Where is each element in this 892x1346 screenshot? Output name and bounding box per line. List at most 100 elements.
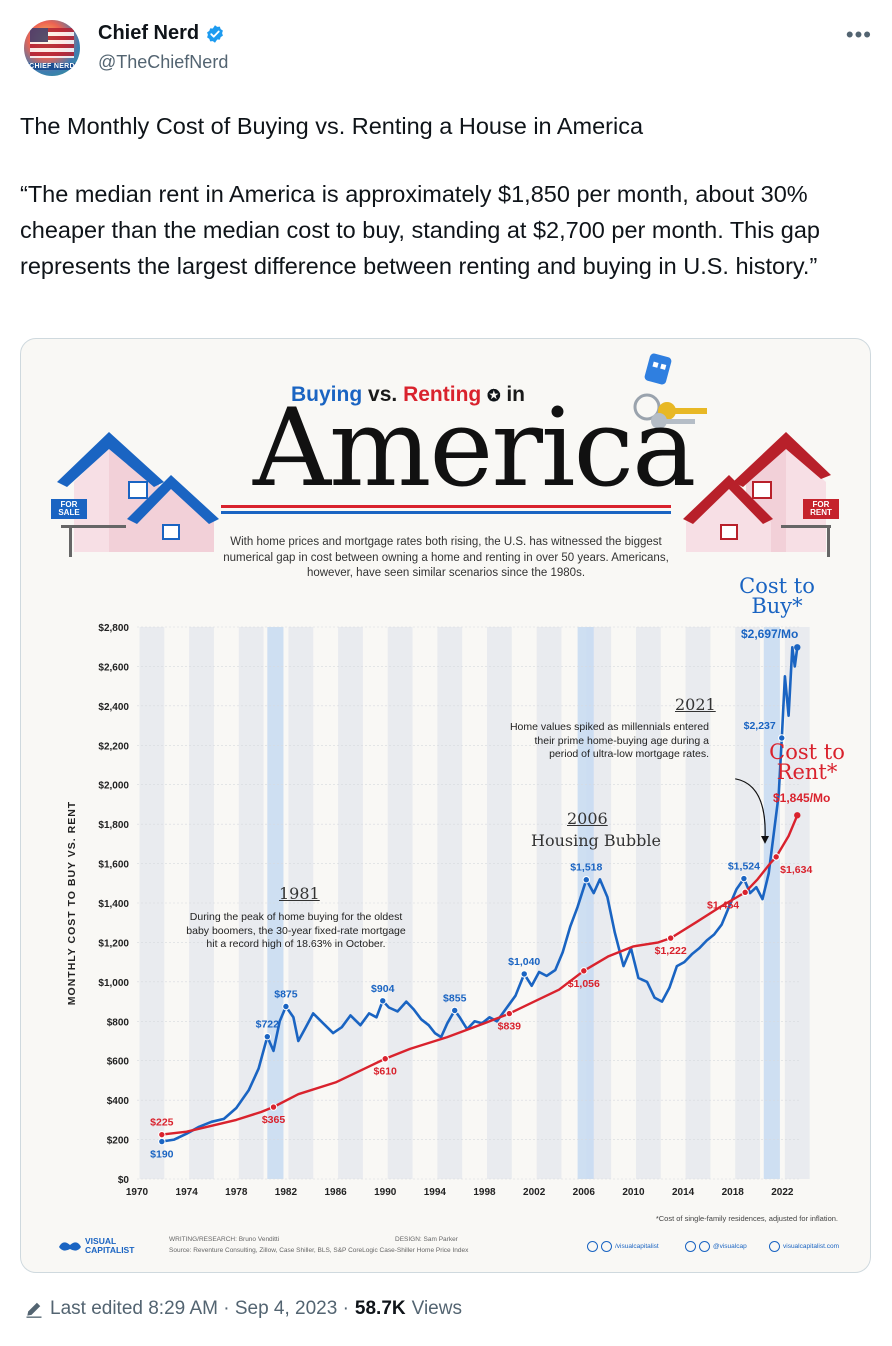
media-card[interactable]: FOR SALE FOR RENT Buying xyxy=(20,338,871,1273)
y-tick-label: $1,400 xyxy=(98,899,129,910)
callout-cost-to-rent: Cost to Rent* xyxy=(769,740,845,784)
tweet-text: The Monthly Cost of Buying vs. Renting a… xyxy=(20,108,870,321)
y-tick-label: $800 xyxy=(107,1017,130,1028)
x-tick-label: 1994 xyxy=(424,1187,447,1198)
infographic-heading: Buying vs. Renting ✪ in xyxy=(291,383,691,407)
y-tick-label: $1,800 xyxy=(98,820,129,831)
y-tick-label: $2,200 xyxy=(98,741,129,752)
y-tick-label: $1,000 xyxy=(98,978,129,989)
social-handle-1[interactable]: /visualcapitalist xyxy=(615,1243,659,1250)
tweet-header: CHIEF NERD Chief Nerd @TheChiefNerd ••• xyxy=(24,16,872,80)
y-tick-label: $600 xyxy=(107,1057,130,1068)
display-name[interactable]: Chief Nerd xyxy=(98,22,200,44)
views-label: Views xyxy=(411,1298,462,1319)
social-handle-3[interactable]: visualcapitalist.com xyxy=(783,1243,839,1250)
facebook-icon[interactable] xyxy=(587,1241,598,1252)
keys-icon xyxy=(633,353,707,429)
social-facebook-youtube[interactable]: /visualcapitalist xyxy=(587,1241,659,1252)
y-tick-label: $1,200 xyxy=(98,938,129,949)
infographic-footer: VISUAL CAPITALIST WRITING/RESEARCH: Brun… xyxy=(57,1235,839,1259)
data-point-buy xyxy=(520,970,528,978)
y-tick-label: $0 xyxy=(118,1175,130,1186)
data-label-rent: $1,454 xyxy=(707,899,739,911)
x-tick-label: 2010 xyxy=(622,1187,645,1198)
house-for-sale-icon xyxy=(57,432,219,557)
annotation-2006-title: Housing Bubble xyxy=(531,831,661,850)
visual-capitalist-logo: VISUAL CAPITALIST xyxy=(85,1236,135,1255)
youtube-icon[interactable] xyxy=(601,1241,612,1252)
title-stripes xyxy=(221,505,671,519)
data-point-buy xyxy=(740,874,748,883)
for-rent-sign: FOR RENT xyxy=(803,499,839,519)
handle[interactable]: @TheChiefNerd xyxy=(98,52,229,72)
y-tick-label: $2,000 xyxy=(98,781,129,792)
data-label-buy: $875 xyxy=(274,989,298,1001)
data-point-rent xyxy=(269,1103,278,1111)
data-label-buy: $855 xyxy=(443,992,467,1004)
credit-design: DESIGN: Sam Parker xyxy=(395,1236,458,1243)
y-tick-label: $2,600 xyxy=(98,662,129,673)
data-point-rent xyxy=(741,888,749,897)
y-tick-label: $200 xyxy=(107,1136,130,1147)
callout-cost-to-buy: Cost to Buy* xyxy=(739,574,815,618)
data-point-buy xyxy=(379,997,387,1005)
line-chart: $0 $200 $400 $600 $800 $1,000 $1,200 $1,400 $1,6… xyxy=(66,623,812,1198)
heading-buying: Buying xyxy=(291,383,363,406)
data-point-rent xyxy=(505,1009,514,1018)
credit-writing: WRITING/RESEARCH: Bruno Venditti xyxy=(169,1236,280,1243)
data-point-rent xyxy=(580,967,588,975)
year-band xyxy=(139,627,165,1179)
x-tick-label: 1978 xyxy=(225,1187,248,1198)
social-handle-2[interactable]: @visualcap xyxy=(713,1243,747,1250)
y-tick-label: $2,400 xyxy=(98,702,129,713)
social-twitter-instagram[interactable]: @visualcap xyxy=(685,1241,747,1252)
data-label-buy: $190 xyxy=(150,1149,174,1161)
edited-timestamp[interactable]: Last edited 8:29 AM · Sep 4, 2023 · xyxy=(50,1298,349,1319)
data-point-buy xyxy=(282,1002,290,1011)
heading-vs: vs. xyxy=(368,383,398,406)
visual-capitalist-logo-icon xyxy=(59,1242,81,1251)
flag-icon xyxy=(30,28,74,58)
avatar[interactable]: CHIEF NERD xyxy=(24,20,80,76)
x-tick-label: 1982 xyxy=(275,1187,298,1198)
data-label-rent: $225 xyxy=(150,1117,174,1129)
x-tick-label: 1974 xyxy=(176,1187,199,1198)
data-point-rent xyxy=(381,1055,389,1063)
social-website[interactable]: visualcapitalist.com xyxy=(769,1241,839,1252)
data-point-buy xyxy=(263,1032,272,1041)
more-options-icon[interactable]: ••• xyxy=(845,22,872,47)
year-band xyxy=(735,627,761,1179)
annotation-arrow xyxy=(735,778,766,840)
avatar-label: CHIEF NERD xyxy=(28,63,76,70)
x-tick-label: 2006 xyxy=(573,1187,596,1198)
annotation-2006-year: 2006 xyxy=(567,809,608,828)
cursor-icon[interactable] xyxy=(769,1241,780,1252)
highlight-band-2021 xyxy=(763,627,780,1179)
credit-source: Source: Reventure Consulting, Zillow, Ca… xyxy=(169,1247,469,1254)
y-tick-label: $1,600 xyxy=(98,860,129,871)
infographic: FOR SALE FOR RENT Buying xyxy=(21,339,870,1272)
tweet-quote: “The median rent in America is approxima… xyxy=(20,180,820,280)
highlight-band-1981 xyxy=(267,627,284,1179)
data-point-buy xyxy=(451,1006,459,1015)
twitter-icon[interactable] xyxy=(685,1241,696,1252)
infographic-subtitle: With home prices and mortgage rates both… xyxy=(223,536,669,580)
data-label-buy: $1,040 xyxy=(508,956,540,968)
footnote: *Cost of single-family residences, adjus… xyxy=(655,1214,838,1223)
views-count: 58.7K xyxy=(354,1298,406,1319)
data-point-buy xyxy=(582,876,590,884)
series-line-buy xyxy=(161,646,799,1143)
data-label-rent: $610 xyxy=(374,1066,398,1078)
instagram-icon[interactable] xyxy=(699,1241,710,1252)
tweet-title: The Monthly Cost of Buying vs. Renting a… xyxy=(20,113,644,139)
for-sale-sign: FOR SALE xyxy=(51,499,87,519)
y-axis-label: MONTHLY COST TO BUY VS. RENT xyxy=(66,801,78,1005)
data-point-rent xyxy=(666,934,675,942)
data-label-rent: $1,634 xyxy=(780,864,812,876)
end-point-buy xyxy=(794,644,801,651)
data-point-rent xyxy=(158,1130,166,1139)
verified-badge-icon xyxy=(207,24,224,43)
x-tick-label: 2018 xyxy=(722,1187,745,1198)
annotation-2021-year: 2021 xyxy=(675,695,716,714)
pencil-icon xyxy=(26,1302,42,1318)
